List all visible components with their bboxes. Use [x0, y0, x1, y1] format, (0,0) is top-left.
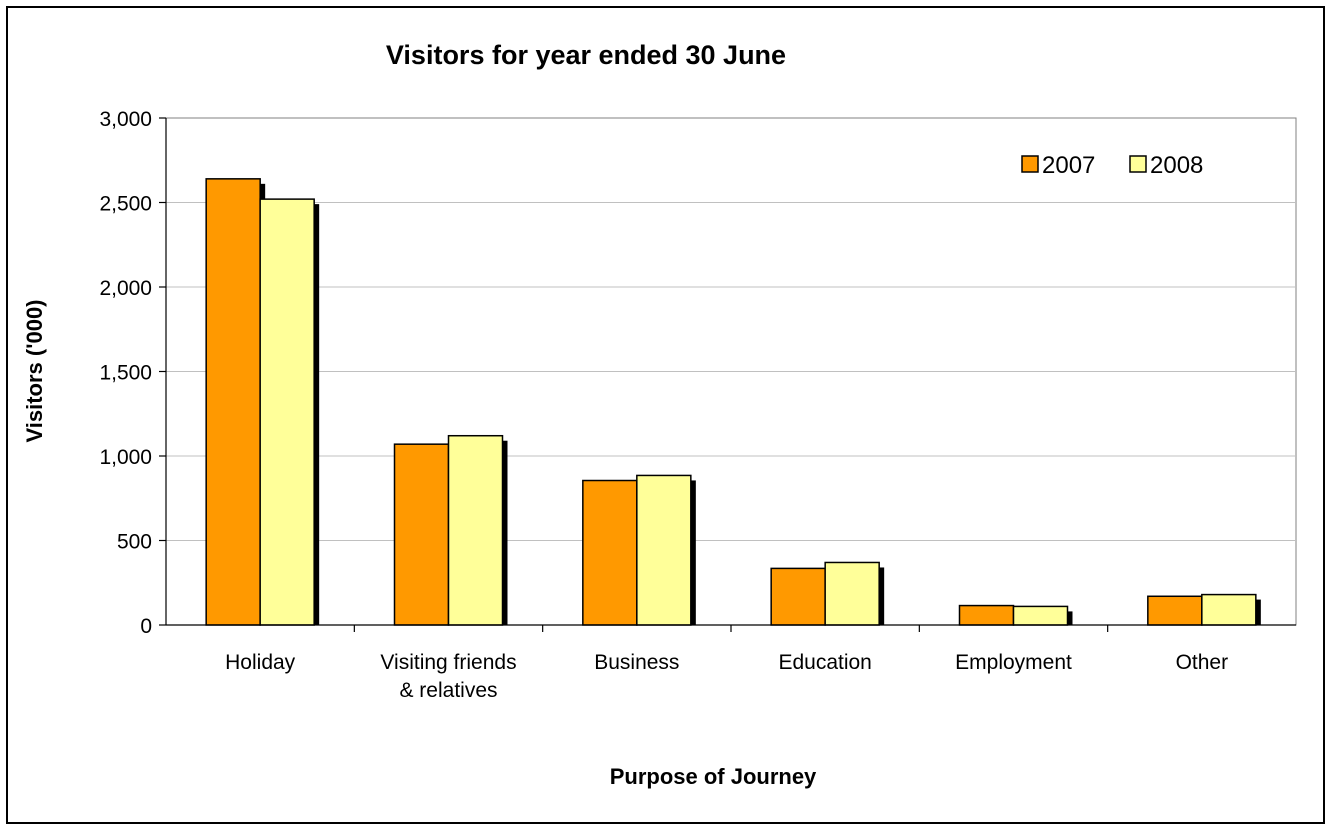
x-tick-label: Education	[778, 651, 871, 674]
legend-label-2007: 2007	[1042, 152, 1095, 179]
y-tick-label: 2,500	[99, 193, 152, 216]
legend-swatch-2007	[1021, 155, 1039, 173]
bar-2008	[1012, 605, 1069, 626]
bar-2008	[447, 434, 504, 626]
x-tick-label: Holiday	[225, 651, 296, 674]
y-axis-label: Visitors ('000)	[22, 300, 47, 443]
bar-2007	[205, 178, 261, 626]
bar-2007	[393, 443, 450, 626]
x-axis-ticks: Holiday Visiting friends & relatives Busine…	[225, 625, 1228, 702]
y-tick-label: 500	[117, 531, 152, 554]
x-tick-label: Visiting friends & relatives	[380, 651, 516, 702]
x-axis-label: Purpose of Journey	[610, 764, 817, 789]
bar-2007	[582, 479, 638, 626]
x-tick-label: Business	[594, 651, 679, 674]
legend-label-2008: 2008	[1150, 152, 1203, 179]
y-axis-ticks: 0 500 1,000 1,500 2,000 2,500 3,000	[99, 108, 166, 638]
bar-2008	[824, 561, 880, 626]
y-tick-label: 2,000	[99, 277, 152, 300]
x-tick-label: Employment	[955, 651, 1072, 674]
y-tick-label: 1,500	[99, 362, 152, 385]
gridlines	[166, 202, 1296, 541]
bars	[205, 178, 1261, 626]
legend-swatch-2008	[1129, 155, 1147, 173]
bar-2007	[958, 604, 1015, 626]
y-tick-label: 3,000	[99, 108, 152, 131]
bar-2008	[1201, 593, 1257, 626]
y-tick-label: 1,000	[99, 446, 152, 469]
x-tick-label: Other	[1176, 651, 1229, 674]
bar-2008	[636, 474, 692, 626]
bar-2007	[1147, 595, 1203, 626]
legend: 2007 2008	[1021, 152, 1203, 179]
bar-2007	[770, 567, 826, 626]
bar-2008	[259, 198, 315, 626]
chart-title: Visitors for year ended 30 June	[386, 40, 786, 70]
y-tick-label: 0	[140, 615, 152, 638]
